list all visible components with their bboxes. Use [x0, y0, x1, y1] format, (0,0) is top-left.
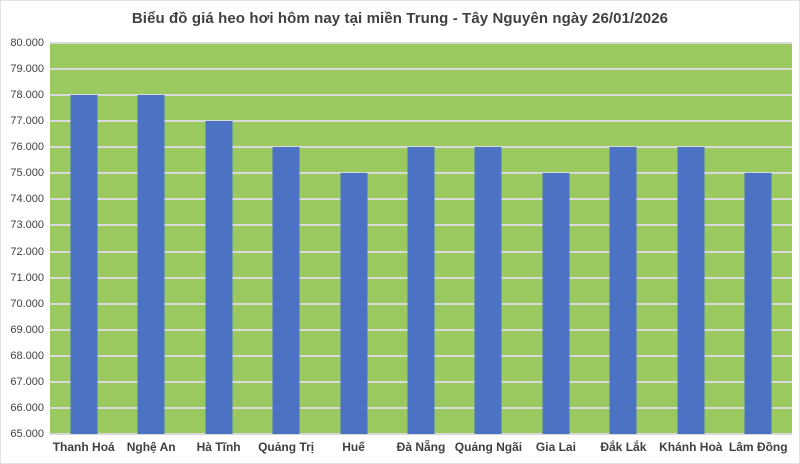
- y-axis-tick-label: 80.000: [10, 37, 44, 49]
- x-axis-tick-label: Quảng Ngãi: [454, 440, 523, 454]
- x-axis-tick-label: Đắk Lắk: [600, 440, 647, 454]
- bar-quảng-trị: [272, 147, 300, 434]
- bar-nghệ-an: [137, 95, 165, 434]
- bar-hà-tĩnh: [205, 121, 233, 434]
- y-axis-tick-label: 67.000: [10, 375, 44, 388]
- y-axis-tick-label: 76.000: [10, 141, 44, 154]
- bar-thanh-hoá: [70, 95, 98, 434]
- y-axis-tick-label: 74.000: [10, 193, 44, 206]
- y-axis-tick-label: 66.000: [10, 401, 44, 414]
- y-axis-tick-label: 65.000: [10, 428, 44, 440]
- y-axis-tick-label: 69.000: [10, 323, 44, 336]
- y-axis-tick-label: 70.000: [10, 297, 44, 310]
- chart-title: Biểu đồ giá heo hơi hôm nay tại miền Tru…: [131, 10, 669, 27]
- x-axis-tick-label: Quảng Trị: [258, 440, 315, 454]
- gridline: [50, 94, 792, 97]
- y-axis-tick-label: 78.000: [10, 89, 44, 102]
- bar-đắk-lắk: [609, 147, 637, 434]
- bar-đà-nẵng: [407, 147, 435, 434]
- y-axis-tick-label: 72.000: [10, 245, 44, 258]
- x-axis-tick-label: Đà Nẵng: [396, 440, 446, 454]
- y-axis-tick-label: 77.000: [10, 115, 44, 128]
- y-axis: 80.000 79.000 78.000 77.000 76.000 75.000 74.0…: [1, 37, 44, 440]
- x-axis-tick-label: Huế: [342, 440, 365, 454]
- gridline: [50, 120, 792, 123]
- y-axis-tick-label: 68.000: [10, 349, 44, 362]
- y-axis-tick-label: 73.000: [10, 219, 44, 232]
- x-axis-tick-label: Lâm Đồng: [728, 440, 788, 454]
- gridline: [50, 146, 792, 149]
- gridline: [50, 433, 792, 435]
- y-axis-tick-label: 75.000: [10, 167, 44, 180]
- gridline: [50, 68, 792, 71]
- x-axis: Thanh Hoá Nghệ An Hà Tĩnh Quảng Trị Huế Đà Nẵ…: [50, 440, 792, 460]
- bar-khánh-hoà: [677, 147, 705, 434]
- plot-area: [50, 42, 792, 435]
- x-axis-tick-label: Khánh Hoà: [659, 440, 723, 454]
- x-axis-tick-label: Thanh Hoá: [52, 440, 115, 454]
- x-axis-tick-label: Nghệ An: [126, 440, 176, 454]
- y-axis-tick-label: 71.000: [10, 271, 44, 284]
- gridline: [50, 42, 792, 44]
- bar-quảng-ngãi: [474, 147, 502, 434]
- y-axis-tick-label: 79.000: [10, 63, 44, 76]
- bar-lâm-đồng: [744, 173, 772, 434]
- x-axis-tick-label: Hà Tĩnh: [196, 440, 241, 454]
- bar-gia-lai: [542, 173, 570, 434]
- bar-huế: [340, 173, 368, 434]
- x-axis-tick-label: Gia Lai: [535, 440, 576, 454]
